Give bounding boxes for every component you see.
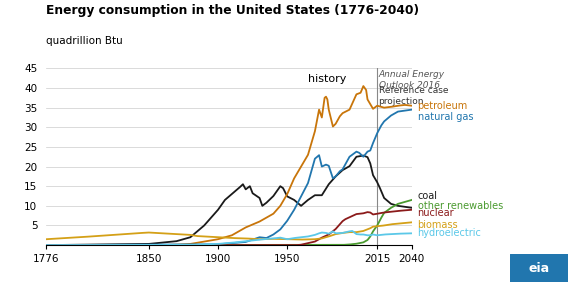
Text: history: history xyxy=(309,74,347,84)
Text: biomass: biomass xyxy=(418,221,458,231)
Text: petroleum: petroleum xyxy=(418,101,468,111)
Text: Annual Energy
Outlook 2016: Annual Energy Outlook 2016 xyxy=(379,70,445,90)
Text: Energy consumption in the United States (1776-2040): Energy consumption in the United States … xyxy=(46,4,419,17)
Text: hydroelectric: hydroelectric xyxy=(418,228,481,238)
Text: other renewables: other renewables xyxy=(418,201,503,211)
Text: natural gas: natural gas xyxy=(418,113,473,123)
Text: eia: eia xyxy=(529,262,550,275)
Text: quadrillion Btu: quadrillion Btu xyxy=(46,36,123,46)
Text: coal: coal xyxy=(418,191,437,201)
Text: Reference case
projection: Reference case projection xyxy=(379,86,448,106)
Text: nuclear: nuclear xyxy=(418,208,454,218)
